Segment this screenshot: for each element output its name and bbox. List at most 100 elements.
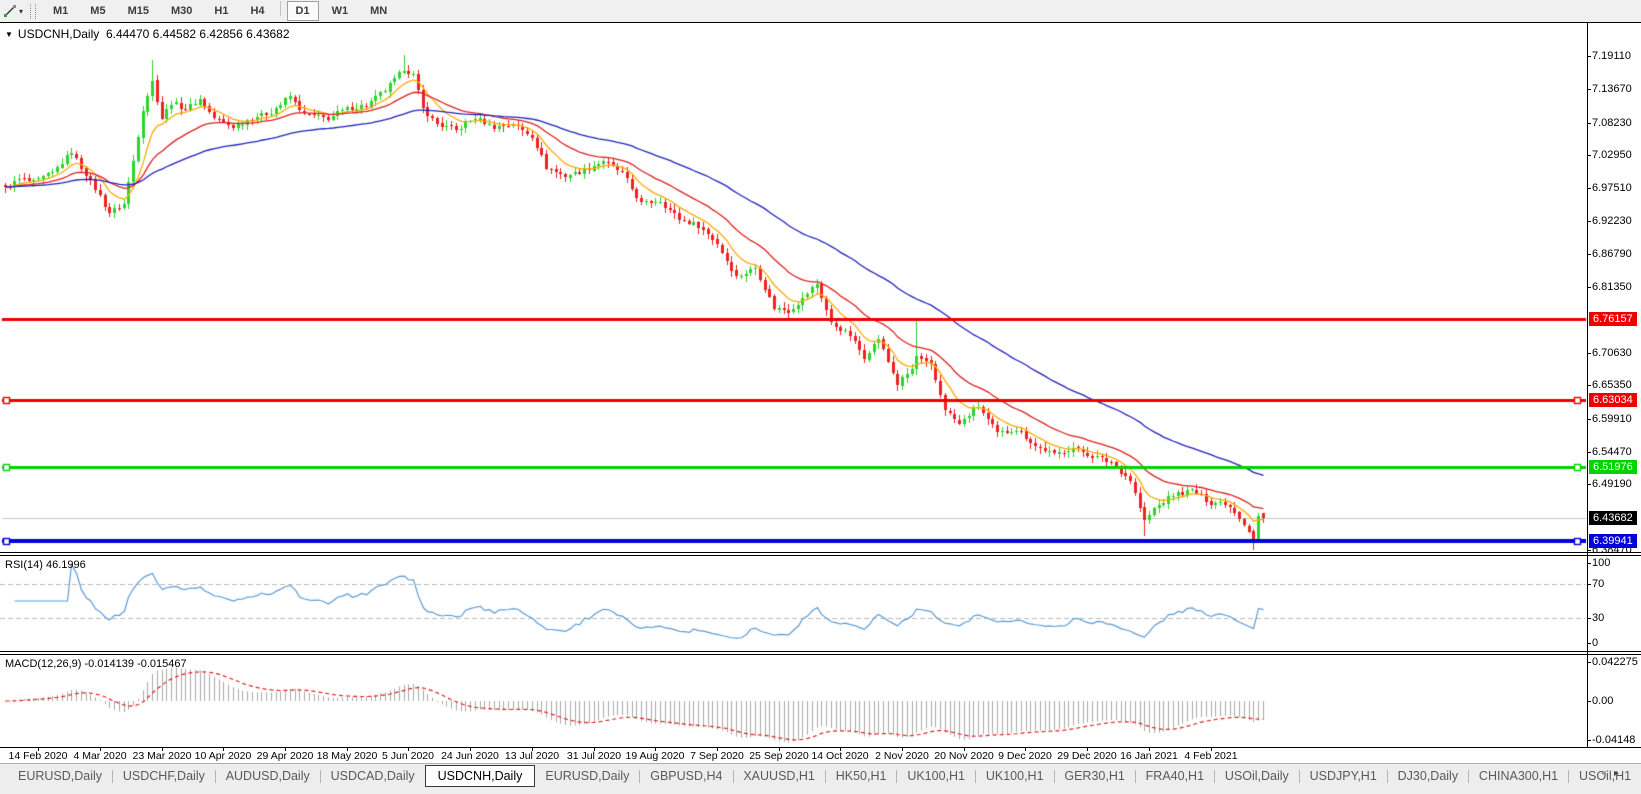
rsi-tick-label: 0 [1592,637,1599,649]
price-axis-line [1587,22,1588,748]
timeframe-button-mn[interactable]: MN [361,1,396,21]
timeframe-button-m5[interactable]: M5 [81,1,114,21]
chart-tab-usdcad-daily-3[interactable]: USDCAD,Daily [330,769,415,783]
tab-scroll-left-icon[interactable]: ◂ [1600,768,1614,779]
price-tick-label-mark [1588,221,1591,222]
chart-tab-usdchf-daily-1[interactable]: USDCHF,Daily [122,769,205,783]
price-tick-label-mark [1588,484,1591,485]
tab-scroll-right-icon[interactable]: ▸ [1613,768,1627,779]
line-studies-icon[interactable] [1,3,19,19]
date-tick-label: 4 Mar 2020 [73,750,127,762]
chart-collapse-icon[interactable]: ▼ [5,30,13,39]
date-tick-label: 29 Apr 2020 [256,750,314,762]
price-tick-label: 6.59910 [1592,413,1632,425]
timeframe-separator [279,1,281,16]
timeframe-button-d1[interactable]: D1 [286,1,319,21]
tab-divider [112,769,113,783]
chart-tab-xauusd-h1-7[interactable]: XAUUSD,H1 [743,769,815,783]
rsi-tick-label: 70 [1592,578,1605,590]
rsi-indicator-canvas[interactable] [0,556,1588,651]
ohlc-low-value: 6.42856 [199,27,243,41]
tab-divider [896,769,898,783]
macd-indicator-label: MACD(12,26,9) -0.014139 -0.015467 [5,658,187,670]
main-rsi-panel-divider[interactable] [0,552,1641,556]
date-tick-label: 31 Jul 2020 [566,750,622,762]
price-tick-label-mark [1588,188,1591,189]
tab-divider [1214,769,1215,783]
macd-tick-label-mark [1588,662,1591,663]
chart-tab-hk50-h1-8[interactable]: HK50,H1 [835,769,887,783]
chart-tab-fra40-h1-12[interactable]: FRA40,H1 [1145,769,1205,783]
price-tick-label-mark [1588,550,1591,551]
price-tick-label: 7.02950 [1592,149,1632,161]
chart-tab-usoil-daily-13[interactable]: USOil,Daily [1224,769,1289,783]
macd-indicator-canvas[interactable] [0,655,1588,747]
tab-divider [975,769,976,783]
date-tick-label: 16 Jan 2021 [1120,750,1178,762]
tab-divider [824,769,826,783]
date-tick-mark [1211,748,1212,751]
chart-tab-eurusd-daily-5[interactable]: EURUSD,Daily [545,769,630,783]
price-tick-label-mark [1588,56,1591,57]
price-tick-label: 6.92230 [1592,215,1632,227]
date-tick-label: 14 Feb 2020 [8,750,68,762]
toolbar-dropdown-caret-icon[interactable]: ▾ [19,6,24,16]
chart-tab-dj30-daily-15[interactable]: DJ30,Daily [1397,769,1459,783]
price-tick-label: 6.97510 [1592,182,1632,194]
date-tick-label: 19 Aug 2020 [625,750,685,762]
chart-tab-usdjpy-h1-14[interactable]: USDJPY,H1 [1309,769,1377,783]
hline-price-badge-6.63034[interactable]: 6.63034 [1589,393,1637,407]
timeframe-button-h4[interactable]: H4 [241,1,273,21]
date-tick-mark [779,748,780,751]
rsi-macd-panel-divider[interactable] [0,651,1641,655]
price-tick-label-mark [1588,452,1591,453]
timeframe-button-w1[interactable]: W1 [323,1,358,21]
timeframe-button-m15[interactable]: M15 [119,1,158,21]
date-tick-mark [162,748,163,751]
status-strip [0,788,1641,794]
hline-price-badge-6.51976[interactable]: 6.51976 [1589,460,1637,474]
main-chart-canvas[interactable] [0,23,1588,552]
tab-divider [1298,769,1300,783]
current-price-badge: 6.43682 [1589,511,1637,525]
date-tick-mark [100,748,101,751]
hline-price-badge-6.39941[interactable]: 6.39941 [1589,534,1637,548]
hline-price-badge-6.76157[interactable]: 6.76157 [1589,312,1637,326]
macd-tick-label: -0.04148 [1592,734,1636,746]
tab-divider [1386,769,1388,783]
toolbar-grip-handle[interactable] [30,3,37,19]
date-tick-label: 10 Apr 2020 [194,750,252,762]
chart-tab-eurusd-daily-0[interactable]: EURUSD,Daily [18,769,103,783]
date-tick-mark [38,748,39,751]
date-tick-label: 2 Nov 2020 [875,750,929,762]
date-tick-label: 24 Jun 2020 [441,750,499,762]
chart-tab-gbpusd-h4-6[interactable]: GBPUSD,H4 [650,769,723,783]
timeframe-button-m1[interactable]: M1 [44,1,77,21]
chart-tab-audusd-daily-2[interactable]: AUDUSD,Daily [225,769,310,783]
price-tick-label-mark [1588,419,1591,420]
date-tick-mark [655,748,656,751]
rsi-tick-label-mark [1588,563,1591,564]
chart-tab-uk100-h1-10[interactable]: UK100,H1 [985,769,1044,783]
date-tick-mark [470,748,471,751]
rsi-tick-label-mark [1588,584,1591,585]
date-tick-mark [840,748,841,751]
tab-divider [1053,769,1055,783]
timeframe-button-m30[interactable]: M30 [162,1,201,21]
tab-divider [1134,769,1136,783]
price-tick-label: 6.54470 [1592,446,1632,458]
chart-tab-uk100-h1-9[interactable]: UK100,H1 [907,769,965,783]
date-tick-mark [347,748,348,751]
chart-tab-china300-h1-16[interactable]: CHINA300,H1 [1478,769,1559,783]
chart-tab-ger30-h1-11[interactable]: GER30,H1 [1064,769,1125,783]
date-tick-label: 7 Sep 2020 [690,750,744,762]
date-tick-label: 13 Jul 2020 [504,750,560,762]
date-tick-mark [594,748,595,751]
chart-tab-usdcnh-daily-4[interactable]: USDCNH,Daily [424,765,536,787]
date-axis[interactable] [0,747,1641,763]
chart-tab-usoil-h1-17[interactable]: USOil,H1 [1578,769,1632,783]
date-tick-label: 29 Dec 2020 [1057,750,1117,762]
timeframe-button-h1[interactable]: H1 [205,1,237,21]
date-tick-label: 20 Nov 2020 [934,750,994,762]
